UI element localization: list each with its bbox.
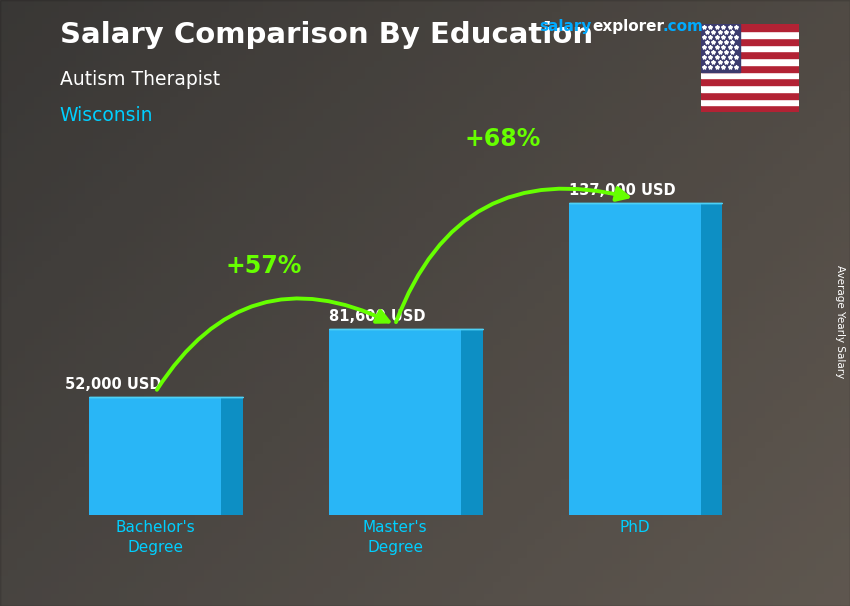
Text: Salary Comparison By Education: Salary Comparison By Education	[60, 21, 592, 49]
Bar	[89, 397, 221, 515]
Bar	[701, 99, 799, 105]
Bar	[329, 329, 461, 515]
Text: 52,000 USD: 52,000 USD	[65, 377, 162, 391]
Text: Average Yearly Salary: Average Yearly Salary	[835, 265, 845, 378]
Bar	[701, 105, 799, 112]
Bar	[701, 78, 799, 85]
Bar	[701, 58, 799, 65]
Text: Wisconsin: Wisconsin	[60, 106, 153, 125]
Text: .com: .com	[662, 19, 703, 35]
Text: salary: salary	[540, 19, 592, 35]
Bar	[701, 92, 799, 99]
Bar	[701, 65, 799, 72]
Bar	[701, 44, 799, 52]
Bar	[461, 329, 483, 515]
Text: 137,000 USD: 137,000 USD	[569, 183, 676, 198]
Bar	[701, 72, 799, 78]
Bar	[221, 397, 243, 515]
Bar	[701, 85, 799, 92]
Bar	[701, 31, 799, 38]
Bar	[700, 203, 722, 515]
Bar	[701, 24, 740, 72]
Bar	[701, 38, 799, 44]
Text: +57%: +57%	[225, 253, 302, 278]
Text: +68%: +68%	[465, 127, 541, 152]
Text: Autism Therapist: Autism Therapist	[60, 70, 219, 88]
Text: 81,600 USD: 81,600 USD	[329, 309, 426, 324]
Text: explorer: explorer	[592, 19, 665, 35]
Bar	[569, 203, 700, 515]
Bar	[701, 52, 799, 58]
Bar	[701, 24, 799, 31]
